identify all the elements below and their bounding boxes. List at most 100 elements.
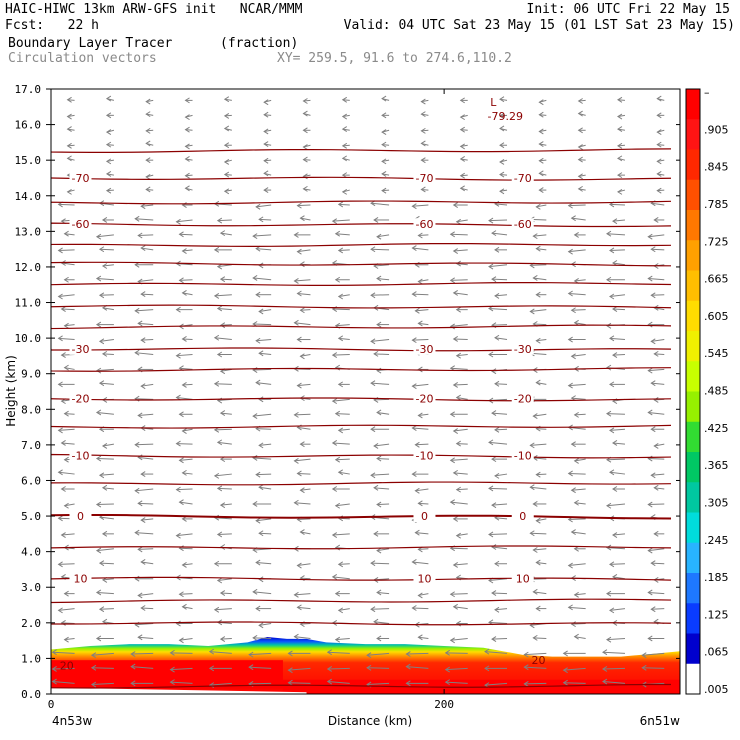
circulation-vector	[102, 487, 114, 490]
circulation-vector	[418, 279, 429, 283]
circulation-vector-head	[381, 95, 387, 102]
circulation-vector-head	[181, 382, 187, 388]
field-name: Boundary Layer Tracer	[8, 36, 173, 51]
circulation-vector-head	[567, 562, 573, 569]
circulation-vector	[102, 307, 114, 311]
circulation-vector-head	[219, 636, 226, 643]
contour-label: 10	[516, 572, 530, 585]
circulation-vector-head	[95, 233, 102, 240]
circulation-vector-head	[606, 322, 612, 329]
circulation-vector-head	[90, 664, 97, 671]
circulation-vector	[256, 562, 272, 565]
circulation-vector	[61, 308, 75, 311]
circulation-vector	[138, 636, 154, 639]
circulation-vector	[182, 472, 193, 475]
circulation-vector-head	[449, 499, 455, 506]
circulation-vector	[52, 667, 75, 670]
circulation-vector	[406, 666, 429, 669]
circulation-vector	[450, 324, 468, 327]
circulation-vector	[412, 339, 429, 341]
temperature-contour	[51, 281, 672, 286]
circulation-vector	[648, 278, 665, 281]
circulation-vector	[342, 99, 350, 101]
valid-time: Valid: 04 UTC Sat 23 May 15 (01 LST Sat …	[343, 18, 735, 33]
contour-label: -10	[415, 450, 433, 463]
plot-clip-group: 10 10 10 0 0 0 -10 -10 -10 -20 -20 -20 -30 -30 -30 -60 -…	[51, 95, 680, 694]
circulation-vector-head	[535, 379, 541, 386]
circulation-vector-head	[296, 336, 302, 343]
circulation-vector-head	[484, 648, 490, 655]
circulation-vector	[176, 443, 193, 445]
circulation-vector-head	[567, 382, 573, 389]
circulation-vector	[138, 279, 154, 283]
contour-label-bg	[511, 218, 534, 231]
colorbar-swatch	[686, 542, 700, 574]
circulation-vector-head	[145, 111, 151, 118]
circulation-vector-head	[452, 515, 458, 522]
circulation-vector-head	[223, 159, 230, 165]
circulation-vector-head	[334, 636, 341, 643]
circulation-vector-head	[60, 306, 66, 312]
circulation-vector	[141, 204, 154, 207]
circulation-vector	[421, 129, 429, 132]
temperature-contour	[51, 481, 672, 486]
circulation-vector-head	[63, 322, 69, 329]
circulation-vector	[489, 487, 508, 490]
circulation-vector-head	[302, 127, 308, 134]
circulation-vector	[450, 279, 468, 281]
circulation-vector-head	[491, 544, 497, 550]
contour-label: -30	[514, 343, 532, 356]
circulation-vector	[58, 337, 75, 341]
circulation-vector-head	[647, 409, 653, 416]
circulation-vector-head	[296, 202, 302, 209]
circulation-vector-head	[337, 607, 344, 614]
circulation-vector	[61, 442, 75, 445]
circulation-vector	[259, 443, 272, 446]
circulation-vector-head	[223, 142, 230, 149]
circulation-vector-head	[538, 187, 544, 193]
circulation-vector-head	[491, 590, 497, 596]
circulation-vector-head	[255, 379, 261, 386]
circulation-vector-head	[66, 126, 72, 133]
circulation-vector-head	[181, 428, 187, 434]
circulation-vector-head	[617, 113, 623, 120]
circulation-vector-head	[417, 500, 423, 507]
circulation-vector	[617, 144, 626, 147]
circulation-vector	[371, 473, 390, 476]
circulation-vector	[453, 428, 468, 432]
circulation-vector	[484, 651, 508, 654]
circulation-vector	[217, 487, 232, 490]
circulation-vector-head	[617, 126, 623, 133]
circulation-vector	[530, 486, 547, 490]
circulation-vector	[64, 503, 75, 507]
circulation-vector	[141, 607, 154, 610]
circulation-vector-head	[449, 323, 455, 330]
circulation-vector-head	[609, 335, 615, 342]
circulation-vector-head	[376, 455, 382, 462]
circulation-vector	[300, 488, 311, 491]
circulation-vector	[256, 339, 272, 342]
circulation-vector	[606, 503, 626, 507]
circulation-vector-head	[452, 336, 458, 342]
circulation-vector	[563, 682, 586, 684]
circulation-vector-head	[255, 203, 261, 210]
circulation-vector	[651, 248, 665, 251]
circulation-vector-head	[326, 649, 333, 656]
circulation-vector-head	[57, 427, 63, 434]
circulation-vector-head	[175, 352, 181, 359]
circulation-vector	[182, 383, 193, 386]
circulation-vector-head	[573, 411, 579, 418]
circulation-vector-head	[66, 142, 72, 149]
circulation-vector-head	[411, 383, 417, 390]
circulation-vector	[415, 443, 429, 446]
circulation-vector	[338, 337, 350, 341]
circulation-vector-head	[577, 173, 583, 180]
circulation-vector-head	[184, 156, 190, 162]
contour-label-bg	[69, 392, 92, 405]
circulation-vector	[533, 277, 547, 281]
circulation-vector-head	[337, 427, 344, 434]
circulation-vector-head	[216, 531, 223, 538]
circulation-vector-head	[296, 470, 302, 477]
circulation-vector	[327, 667, 350, 670]
